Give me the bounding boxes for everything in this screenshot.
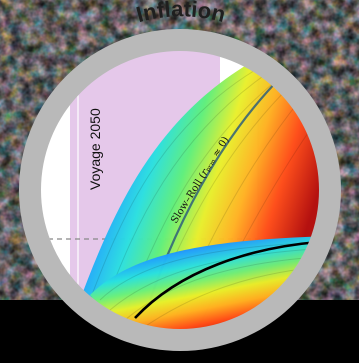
badge-ring: [19, 29, 341, 351]
lower-center-curve: [134, 240, 319, 319]
voyage-label: Voyage 2050: [87, 108, 103, 190]
